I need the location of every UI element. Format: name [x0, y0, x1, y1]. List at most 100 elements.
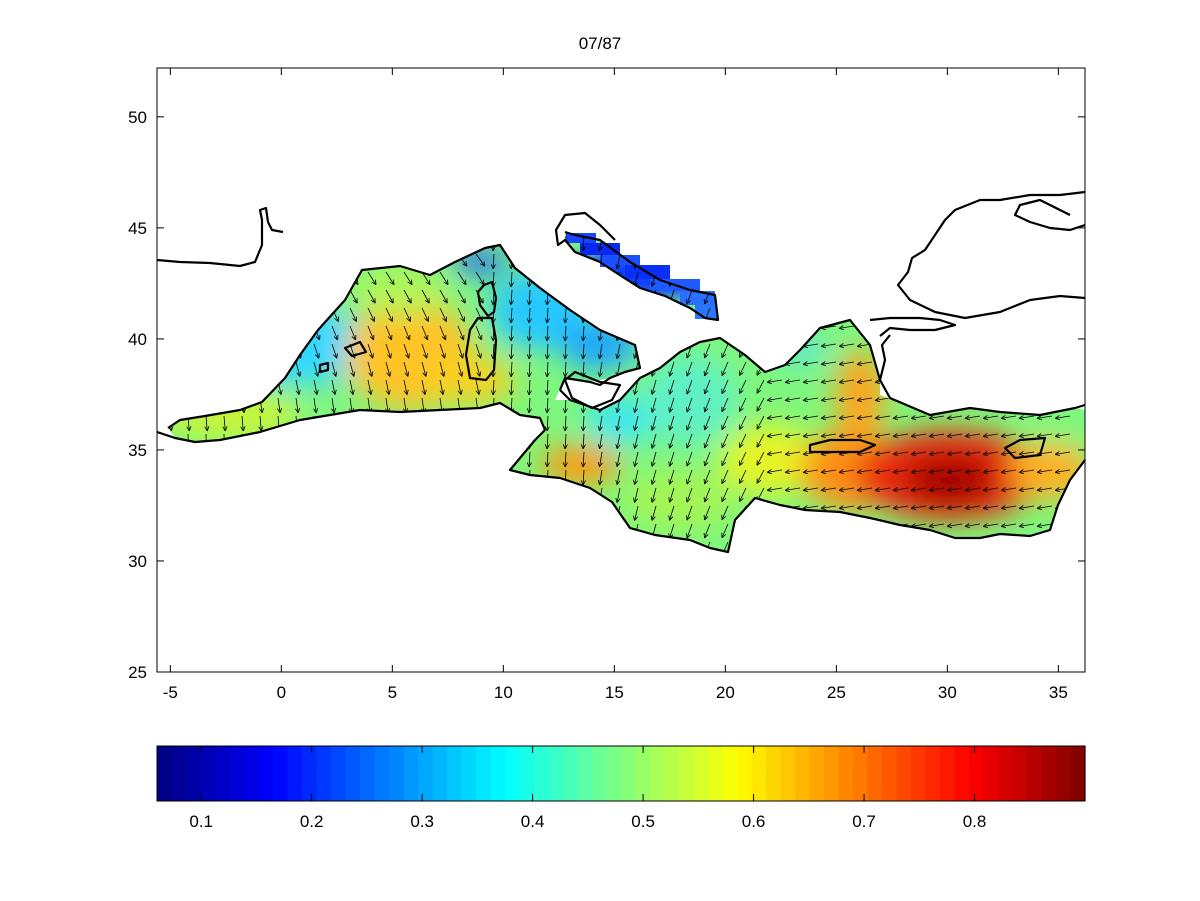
vector-arrow: [295, 271, 305, 286]
map-axes-frame: [156, 67, 1086, 673]
vector-arrow: [856, 541, 873, 547]
vector-arrow: [169, 253, 180, 267]
vector-arrow: [838, 235, 855, 241]
vector-arrow: [403, 361, 410, 377]
vector-arrow: [946, 253, 963, 259]
vector-arrow: [205, 397, 211, 414]
vector-arrow: [615, 415, 621, 431]
vector-arrow: [331, 343, 338, 359]
vector-arrow: [187, 397, 193, 414]
y-tick-label: 25: [128, 663, 147, 682]
vector-arrow: [874, 505, 891, 511]
vector-arrow: [1000, 451, 1017, 457]
vector-arrow: [802, 415, 819, 421]
vector-arrow: [650, 451, 657, 467]
vector-arrow: [508, 307, 514, 324]
vector-arrow: [756, 505, 765, 520]
vector-arrow: [892, 235, 909, 241]
vector-arrow: [820, 433, 837, 439]
vector-arrow: [739, 361, 747, 376]
vector-arrow: [1054, 325, 1071, 331]
vector-arrow: [766, 523, 783, 529]
vector-arrow: [668, 433, 675, 449]
vector-arrow: [169, 307, 177, 322]
vector-arrow: [1018, 397, 1035, 403]
vector-arrow: [856, 253, 873, 259]
vector-arrow: [346, 469, 352, 486]
vector-arrow: [766, 253, 783, 259]
vector-arrow: [668, 505, 675, 521]
vector-arrow: [766, 487, 783, 493]
vector-arrow: [982, 505, 999, 511]
vector-arrow: [874, 487, 891, 493]
vector-arrow: [399, 505, 405, 521]
vector-arrow: [453, 487, 459, 504]
vector-arrow: [380, 523, 387, 539]
vector-arrow: [856, 361, 873, 367]
vector-arrow: [295, 379, 301, 395]
vector-arrow: [650, 307, 657, 323]
vector-arrow: [1018, 451, 1035, 457]
vector-arrow: [367, 271, 377, 286]
vector-arrow: [398, 541, 405, 552]
vector-arrow: [526, 343, 532, 360]
vector-arrow: [331, 325, 339, 341]
vector-arrow: [820, 505, 837, 511]
vector-arrow: [982, 307, 999, 313]
vector-arrow: [1018, 361, 1035, 367]
vector-arrow: [328, 469, 334, 486]
vector-arrow: [633, 307, 639, 323]
vector-arrow: [686, 289, 693, 305]
vector-arrow: [615, 541, 621, 552]
vector-arrow: [756, 433, 765, 448]
vector-arrow: [964, 289, 981, 295]
vector-arrow: [838, 505, 855, 511]
vector-arrow: [982, 433, 999, 439]
vector-arrow: [238, 469, 244, 486]
vector-arrow: [766, 541, 783, 547]
vector-arrow: [964, 487, 981, 493]
vector-arrow: [562, 361, 568, 378]
vector-arrow: [721, 523, 729, 539]
vector-arrow: [820, 235, 837, 241]
vector-arrow: [856, 325, 873, 331]
vector-arrow: [421, 307, 429, 322]
vector-arrow: [874, 415, 891, 421]
vector-arrow: [331, 271, 341, 286]
vector-arrow: [490, 469, 496, 486]
vector-arrow: [982, 541, 999, 547]
vector-arrow: [421, 289, 430, 304]
vector-arrow: [1036, 397, 1053, 403]
vector-arrow: [1018, 433, 1035, 439]
vector-arrow: [241, 307, 249, 322]
vector-arrow: [259, 343, 266, 359]
vector-arrow: [1054, 379, 1071, 385]
vector-arrow: [526, 397, 532, 414]
vector-arrow: [856, 487, 873, 493]
vector-arrow: [457, 325, 465, 341]
vector-arrow: [544, 325, 550, 342]
vector-arrow: [982, 235, 999, 241]
vector-arrow: [874, 523, 891, 529]
vector-arrow: [439, 253, 450, 267]
vector-arrow: [928, 433, 945, 439]
vector-arrow: [910, 451, 927, 457]
vector-arrow: [928, 505, 945, 511]
vector-arrow: [964, 505, 981, 511]
vector-arrow: [274, 469, 280, 486]
vector-arrow: [838, 253, 855, 259]
vector-arrow: [946, 379, 963, 385]
vector-arrow: [544, 343, 550, 360]
vector-arrow: [686, 307, 693, 323]
vector-arrow: [802, 361, 819, 367]
vector-arrow: [273, 505, 279, 521]
vector-arrow: [421, 343, 428, 359]
vector-arrow: [964, 361, 981, 367]
vector-arrow: [544, 505, 550, 522]
vector-arrow: [982, 397, 999, 403]
vector-arrow: [437, 451, 443, 468]
vector-arrow: [241, 343, 248, 359]
vector-arrow: [327, 487, 333, 504]
vector-arrow: [982, 379, 999, 385]
vector-arrow: [802, 271, 819, 277]
